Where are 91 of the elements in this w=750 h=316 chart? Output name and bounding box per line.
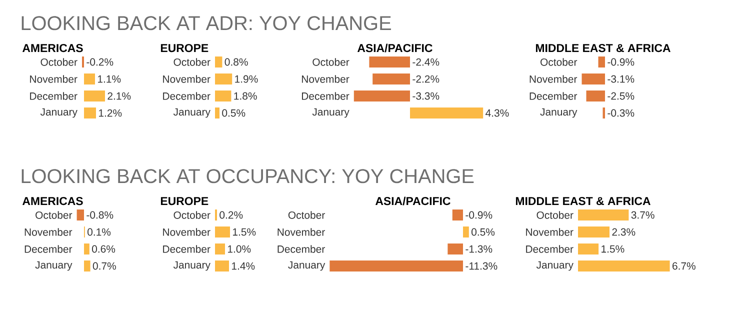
y-tick-label: December [530, 92, 578, 100]
data-label: 0.6% [92, 245, 116, 253]
y-tick-label: January [173, 261, 210, 271]
y-tick-label: December [302, 92, 350, 100]
y-tick-label: December [24, 245, 72, 253]
data-label: 1.5% [602, 245, 624, 253]
y-tick-label: November [163, 75, 210, 83]
data-label: 3.7% [631, 211, 654, 219]
y-tick-label: December [30, 92, 78, 100]
data-label: 0.2% [220, 211, 243, 219]
y-tick-label: November [278, 228, 325, 236]
y-tick-label: October [36, 211, 72, 219]
y-tick-label: October [40, 58, 78, 66]
bar [578, 226, 610, 238]
bar [84, 73, 95, 84]
chart-title: ASIA/PACIFIC [357, 44, 432, 52]
data-label: 1.9% [235, 75, 258, 83]
chart-title: MIDDLE EAST & AFRICA [516, 197, 650, 206]
data-label: 0.1% [88, 228, 111, 236]
bar [215, 90, 232, 102]
bar [84, 108, 96, 118]
data-label: -3.1% [608, 75, 634, 83]
data-label: -0.9% [608, 58, 634, 66]
bar [578, 244, 599, 254]
data-label: 0.8% [224, 58, 248, 66]
data-label: 0.7% [92, 262, 116, 270]
data-label: -1.3% [466, 245, 492, 253]
data-label: 2.3% [612, 228, 636, 236]
y-tick-label: October [312, 58, 350, 66]
data-label: 4.3% [486, 109, 509, 117]
data-label: -0.2% [86, 58, 114, 66]
y-tick-label: October [174, 58, 210, 66]
bar [215, 56, 222, 68]
y-tick-label: January [312, 108, 350, 118]
chart-title: ASIA/PACIFIC [375, 196, 450, 206]
text: LOOKING BACK AT OCCUPANCY: YOY CHANGE [22, 169, 474, 184]
y-tick-label: November [163, 228, 210, 236]
data-label: 1.1% [98, 75, 121, 83]
data-label: -0.9% [466, 211, 492, 219]
chart-title: EUROPE [160, 44, 208, 52]
chart-title: AMERICAS [22, 197, 83, 206]
y-tick-label: October [288, 211, 325, 219]
data-label: -2.4% [412, 58, 440, 66]
bar [215, 244, 225, 254]
data-label: -2.2% [412, 75, 440, 83]
text: LOOKING BACK AT ADR: YOY CHANGE [22, 16, 391, 30]
chart-title: AMERICAS [22, 44, 83, 52]
y-tick-label: November [526, 228, 574, 236]
data-label: -11.3% [466, 262, 498, 270]
y-tick-label: November [302, 75, 350, 83]
y-tick-label: January [536, 261, 574, 271]
bar [578, 260, 670, 272]
data-label: -2.5% [608, 92, 634, 100]
y-tick-label: January [288, 261, 326, 271]
data-label: 1.4% [232, 262, 255, 270]
y-tick-label: October [536, 211, 574, 219]
bar [84, 260, 90, 272]
data-label: 1.2% [98, 109, 122, 117]
bar [84, 90, 105, 102]
y-tick-label: January [40, 108, 78, 118]
data-label: 0.5% [472, 228, 495, 236]
bar [215, 260, 229, 272]
chart-title: EUROPE [160, 197, 208, 206]
chart-title: MIDDLE EAST & AFRICA [536, 44, 670, 52]
y-tick-label: December [526, 245, 574, 253]
bar [215, 73, 232, 84]
y-tick-label: October [540, 58, 578, 66]
y-tick-label: December [163, 245, 210, 253]
y-tick-label: October [174, 211, 210, 219]
data-label: -0.3% [608, 109, 634, 117]
bar [578, 210, 629, 220]
y-tick-label: December [278, 245, 325, 253]
bar [215, 226, 230, 238]
bar [215, 108, 220, 118]
y-tick-label: November [530, 75, 578, 83]
data-label: 1.5% [233, 228, 256, 236]
bar [84, 244, 90, 254]
y-tick-label: January [540, 108, 578, 118]
y-tick-label: January [35, 261, 72, 271]
data-label: 1.8% [234, 92, 257, 100]
data-label: 1.0% [228, 245, 251, 253]
bar [76, 210, 84, 220]
data-label: 0.5% [222, 109, 246, 117]
y-tick-label: November [30, 75, 78, 83]
data-label: 6.7% [672, 262, 696, 270]
data-label: 2.1% [108, 92, 131, 100]
y-tick-label: November [24, 228, 72, 236]
data-label: -0.8% [86, 211, 114, 219]
data-label: -3.3% [412, 92, 440, 100]
y-tick-label: December [163, 92, 210, 100]
y-tick-label: January [173, 108, 210, 118]
